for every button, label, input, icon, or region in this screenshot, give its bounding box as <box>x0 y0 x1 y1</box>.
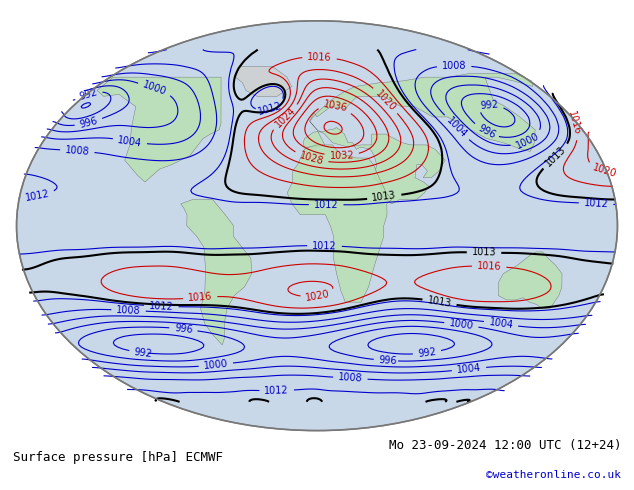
Polygon shape <box>498 252 562 309</box>
Text: 1012: 1012 <box>314 199 339 210</box>
Text: 1013: 1013 <box>372 190 397 203</box>
Text: 996: 996 <box>378 355 398 366</box>
Text: ©weatheronline.co.uk: ©weatheronline.co.uk <box>486 470 621 480</box>
Text: 1004: 1004 <box>444 115 469 140</box>
Text: 1032: 1032 <box>329 150 354 161</box>
Text: 1008: 1008 <box>116 305 141 316</box>
Text: 1020: 1020 <box>305 289 331 303</box>
Text: 1004: 1004 <box>456 363 482 375</box>
Text: 1008: 1008 <box>442 61 467 71</box>
Text: 1013: 1013 <box>543 145 568 169</box>
Text: 992: 992 <box>78 87 99 102</box>
Text: 1016: 1016 <box>477 261 501 271</box>
Text: 1000: 1000 <box>203 359 228 371</box>
Text: 1012: 1012 <box>257 101 283 117</box>
Polygon shape <box>303 74 535 204</box>
Text: 1008: 1008 <box>65 145 90 157</box>
Text: 1012: 1012 <box>24 189 50 203</box>
Text: 992: 992 <box>417 347 437 359</box>
Text: 1004: 1004 <box>117 135 143 148</box>
Text: 992: 992 <box>134 346 153 359</box>
Text: 1016: 1016 <box>566 110 583 137</box>
Polygon shape <box>181 199 252 345</box>
Ellipse shape <box>16 21 618 431</box>
Text: 1016: 1016 <box>307 52 332 63</box>
Text: 1013: 1013 <box>472 247 496 258</box>
Text: 1000: 1000 <box>141 80 168 98</box>
Polygon shape <box>97 77 221 182</box>
Text: 1020: 1020 <box>591 162 618 179</box>
Polygon shape <box>287 145 392 302</box>
Text: 1000: 1000 <box>449 318 474 331</box>
Text: 1016: 1016 <box>188 292 212 303</box>
Text: 1013: 1013 <box>427 295 453 309</box>
Text: 1012: 1012 <box>149 301 174 312</box>
Text: Mo 23-09-2024 12:00 UTC (12+24): Mo 23-09-2024 12:00 UTC (12+24) <box>389 440 621 452</box>
Text: Surface pressure [hPa] ECMWF: Surface pressure [hPa] ECMWF <box>13 451 223 464</box>
Text: 1028: 1028 <box>298 150 325 167</box>
Text: 996: 996 <box>79 116 99 130</box>
Text: 1004: 1004 <box>488 317 514 330</box>
Text: 1012: 1012 <box>312 241 337 251</box>
Text: 1020: 1020 <box>373 88 398 113</box>
Text: 1000: 1000 <box>514 131 540 151</box>
Text: 1008: 1008 <box>338 372 363 384</box>
Text: 1012: 1012 <box>264 385 289 396</box>
Text: 996: 996 <box>174 323 193 335</box>
Text: 992: 992 <box>480 99 500 111</box>
Text: 1024: 1024 <box>273 105 298 130</box>
Text: 1012: 1012 <box>583 198 609 210</box>
Text: 1036: 1036 <box>322 99 348 114</box>
Text: 996: 996 <box>476 123 497 141</box>
Polygon shape <box>235 67 292 97</box>
